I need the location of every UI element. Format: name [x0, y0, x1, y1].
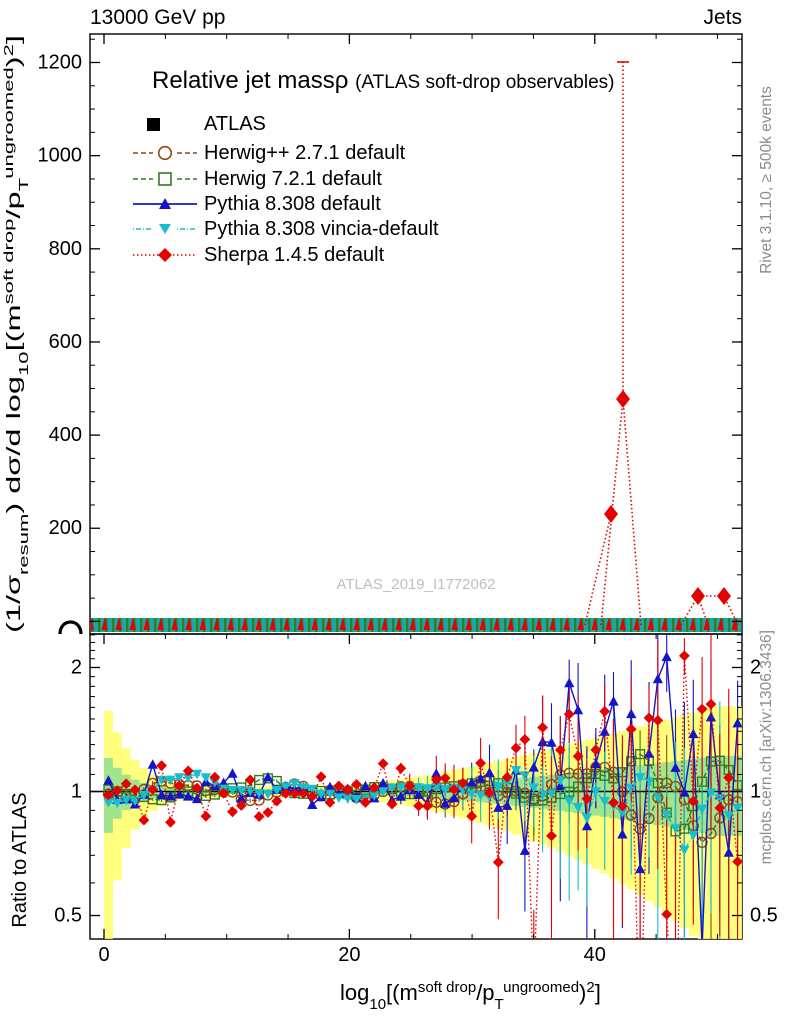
svg-text:400: 400: [49, 424, 82, 446]
svg-text:13000 GeV pp: 13000 GeV pp: [90, 6, 225, 29]
svg-text:Sherpa 1.4.5 default: Sherpa 1.4.5 default: [204, 244, 385, 266]
svg-text:0.5: 0.5: [54, 905, 82, 927]
svg-text:1200: 1200: [38, 52, 83, 74]
svg-text:200: 200: [49, 517, 82, 539]
svg-text:0: 0: [98, 944, 109, 966]
svg-text:2: 2: [71, 657, 82, 679]
svg-text:20: 20: [338, 944, 360, 966]
svg-text:ATLAS_2019_I1772062: ATLAS_2019_I1772062: [336, 576, 495, 593]
svg-text:40: 40: [584, 944, 606, 966]
svg-text:Rivet 3.1.10, ≥ 500k events: Rivet 3.1.10, ≥ 500k events: [758, 86, 775, 274]
svg-text:1000: 1000: [38, 145, 83, 167]
svg-text:0.5: 0.5: [750, 905, 778, 927]
svg-text:Jets: Jets: [703, 6, 742, 29]
svg-text:Pythia 8.308 vincia-default: Pythia 8.308 vincia-default: [204, 218, 439, 240]
svg-text:1: 1: [71, 781, 82, 803]
svg-text:ATLAS: ATLAS: [204, 113, 266, 135]
svg-text:Herwig++ 2.7.1 default: Herwig++ 2.7.1 default: [204, 142, 406, 164]
svg-text:Pythia 8.308 default: Pythia 8.308 default: [204, 193, 381, 215]
svg-text:1: 1: [750, 781, 761, 803]
svg-text:600: 600: [49, 331, 82, 353]
svg-text:Ratio to ATLAS: Ratio to ATLAS: [9, 792, 31, 927]
svg-text:800: 800: [49, 238, 82, 260]
svg-text:Relative jet massρ (ATLAS soft: Relative jet massρ (ATLAS soft-drop obse…: [152, 67, 615, 94]
svg-text:Herwig 7.2.1 default: Herwig 7.2.1 default: [204, 168, 382, 190]
svg-text:2: 2: [750, 657, 761, 679]
